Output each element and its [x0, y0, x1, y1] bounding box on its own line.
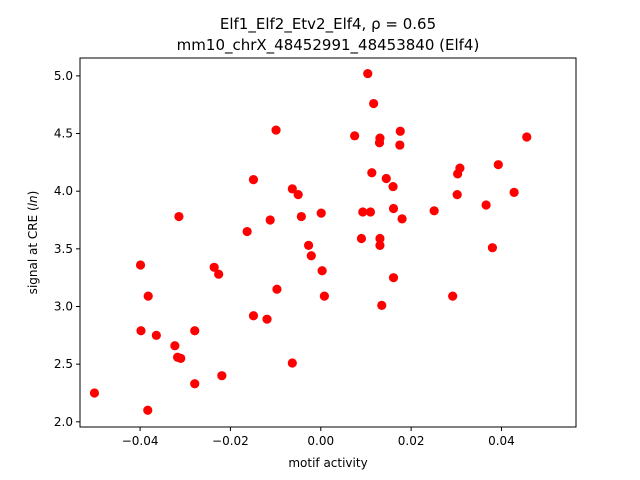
data-point	[271, 125, 281, 135]
data-point	[369, 98, 379, 109]
data-point	[316, 208, 326, 218]
data-point	[493, 160, 503, 170]
data-point	[190, 379, 200, 389]
y-tick-label: 4.0	[54, 184, 73, 198]
data-point	[375, 133, 385, 143]
x-tick-label: −0.02	[212, 434, 249, 448]
y-tick-label: 4.5	[54, 127, 73, 141]
data-point	[176, 353, 186, 363]
x-axis-label: motif activity	[288, 456, 367, 470]
y-tick-label: 3.0	[54, 299, 73, 313]
y-tick-label: 5.0	[54, 69, 73, 83]
data-point	[363, 68, 373, 79]
data-point	[272, 284, 282, 294]
data-point	[452, 190, 462, 200]
data-point	[375, 233, 385, 244]
data-point	[481, 200, 491, 210]
data-point	[377, 300, 387, 310]
y-axis-label-prefix: signal at CRE (	[26, 206, 40, 294]
data-point	[397, 214, 407, 224]
y-tick-label: 2.0	[54, 415, 73, 429]
data-point	[350, 131, 360, 141]
y-tick-label: 3.5	[54, 242, 73, 256]
data-point	[174, 211, 184, 222]
data-point	[388, 181, 398, 192]
data-point	[487, 243, 498, 253]
data-point	[217, 371, 227, 381]
data-point	[455, 163, 465, 173]
data-point	[89, 388, 100, 398]
chart-title-line-2: mm10_chrX_48452991_48453840 (Elf4)	[177, 36, 480, 55]
data-point	[135, 260, 146, 270]
data-point	[190, 326, 200, 336]
data-point	[287, 184, 297, 194]
data-point	[262, 314, 272, 324]
data-point	[395, 140, 405, 150]
data-point	[293, 190, 303, 200]
x-tick-label: 0.00	[307, 434, 334, 448]
data-point	[296, 211, 306, 222]
data-point	[287, 358, 297, 368]
data-point	[356, 233, 367, 244]
x-tick-label: −0.04	[122, 434, 159, 448]
data-point	[143, 405, 153, 415]
data-point	[429, 206, 439, 216]
data-point	[509, 187, 519, 197]
y-axis-label: signal at CRE (ln)	[26, 191, 40, 295]
plot-frame	[79, 57, 577, 428]
data-point	[306, 251, 316, 261]
data-point	[448, 291, 458, 301]
y-axis-label-suffix: )	[26, 191, 40, 196]
data-point	[381, 173, 391, 184]
data-point	[209, 262, 219, 272]
x-tick-label: 0.02	[398, 434, 425, 448]
data-point	[367, 168, 377, 178]
data-point	[522, 132, 532, 142]
data-point	[265, 215, 275, 225]
data-point	[136, 326, 146, 336]
data-point	[388, 203, 399, 214]
y-axis-label-unit: ln	[26, 195, 40, 206]
data-point	[375, 240, 385, 250]
data-points	[89, 68, 532, 415]
data-point	[248, 311, 259, 321]
data-point	[395, 126, 405, 136]
data-point	[170, 341, 180, 351]
data-point	[358, 207, 368, 217]
chart-title-line-1: Elf1_Elf2_Etv2_Elf4, ρ = 0.65	[220, 15, 436, 34]
x-axis-ticks: −0.04 −0.02 0.00 0.02 0.04	[122, 427, 515, 448]
data-point	[303, 240, 314, 250]
data-point	[151, 330, 161, 340]
x-tick-label: 0.04	[488, 434, 515, 448]
data-point	[388, 273, 399, 283]
data-point	[248, 175, 259, 185]
data-point	[319, 291, 329, 301]
data-point	[214, 269, 224, 279]
data-point	[143, 291, 153, 301]
y-axis-ticks: 2.0 2.5 3.0 3.5 4.0 4.5 5.0	[54, 69, 80, 429]
data-point	[365, 207, 376, 217]
data-point	[242, 226, 252, 237]
data-point	[317, 266, 327, 276]
y-tick-label: 2.5	[54, 357, 73, 371]
